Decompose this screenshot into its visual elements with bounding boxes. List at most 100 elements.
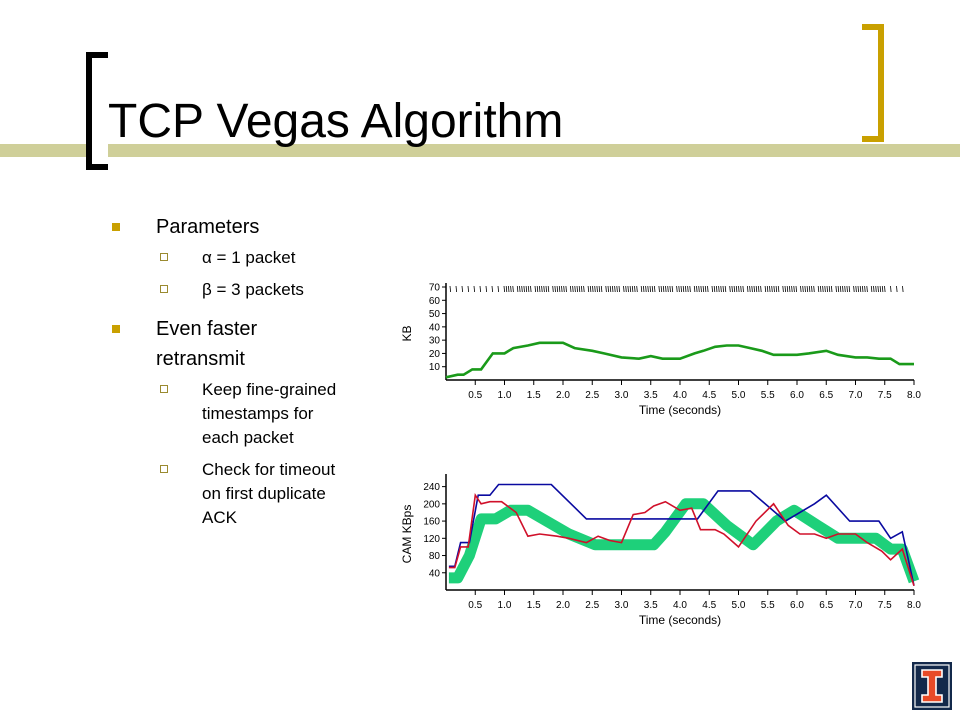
x-tick-label: 1.0 (498, 390, 512, 401)
y-tick-label: 40 (429, 322, 441, 333)
packet-mark (777, 285, 780, 293)
x-axis-label: Time (seconds) (639, 403, 721, 417)
packet-mark (485, 285, 487, 293)
packet-mark (687, 285, 689, 293)
packet-mark (879, 285, 882, 293)
packet-mark (716, 285, 718, 293)
packet-mark (631, 285, 634, 293)
x-tick-label: 4.0 (673, 390, 687, 401)
x-tick-label: 6.0 (790, 390, 804, 401)
packet-mark (873, 285, 875, 293)
x-tick-label: 3.0 (615, 390, 629, 401)
packet-mark (769, 285, 771, 293)
packet-mark (607, 285, 609, 293)
packet-mark (755, 285, 758, 293)
packet-mark (713, 285, 716, 293)
packet-mark (556, 285, 559, 293)
packet-mark (722, 285, 724, 293)
packet-mark (530, 285, 532, 293)
x-tick-label: 5.0 (732, 390, 746, 401)
packet-mark (616, 285, 618, 293)
x-tick-label: 3.5 (644, 390, 658, 401)
packet-mark (589, 285, 592, 293)
sub-bullet-alpha: α = 1 packet (110, 246, 360, 270)
packet-mark (735, 285, 738, 293)
checkbox-bullet-icon (160, 385, 168, 393)
bullet-text: Even faster retransmit (156, 318, 258, 370)
x-tick-label: 5.5 (761, 390, 775, 401)
packet-mark (576, 285, 578, 293)
packet-mark (629, 285, 632, 293)
packet-mark (881, 285, 884, 293)
packet-mark (658, 285, 660, 293)
x-tick-label: 6.5 (819, 600, 833, 611)
right-bracket-decoration (862, 24, 884, 142)
packet-mark (643, 285, 645, 293)
bullet-list: Parameters α = 1 packet β = 3 packets Ev… (110, 212, 360, 538)
packet-mark (875, 285, 877, 293)
packet-mark (503, 285, 505, 293)
packet-mark (667, 285, 669, 293)
packet-mark (902, 285, 904, 293)
x-tick-label: 1.0 (498, 600, 512, 611)
sub-bullet-beta: β = 3 packets (110, 278, 360, 302)
packet-mark (753, 285, 755, 293)
packet-mark (835, 285, 837, 293)
packet-mark (645, 285, 647, 293)
packet-mark (534, 285, 536, 293)
packet-mark (855, 285, 857, 293)
packet-mark (539, 285, 541, 293)
packet-mark (521, 285, 523, 293)
x-tick-label: 7.5 (878, 390, 892, 401)
packet-mark (505, 285, 508, 293)
packet-mark (720, 285, 722, 293)
packet-mark (808, 285, 811, 293)
sub-bullet-timeout: Check for timeout on first duplicate ACK (110, 458, 360, 530)
square-bullet-icon (112, 325, 120, 333)
packet-mark (572, 285, 574, 293)
packet-mark (862, 285, 864, 293)
packet-mark (771, 285, 773, 293)
y-tick-label: 20 (429, 349, 441, 360)
bullet-faster-retransmit: Even faster retransmit (110, 314, 360, 374)
x-tick-label: 6.0 (790, 600, 804, 611)
packet-mark (740, 285, 742, 293)
packet-mark (634, 285, 636, 293)
packet-mark (627, 285, 629, 293)
y-tick-label: 160 (423, 517, 440, 528)
packet-mark (806, 285, 809, 293)
packet-mark (461, 285, 463, 293)
x-tick-label: 3.5 (644, 600, 658, 611)
left-bracket-decoration (86, 52, 108, 170)
packet-mark (718, 285, 720, 293)
packet-mark (747, 285, 749, 293)
packet-mark (696, 285, 698, 293)
packet-mark (647, 285, 649, 293)
packet-mark (671, 285, 674, 293)
y-tick-label: 120 (423, 534, 440, 545)
packet-mark (775, 285, 778, 293)
x-tick-label: 4.5 (702, 600, 716, 611)
packet-mark (497, 285, 499, 293)
packet-mark (693, 285, 696, 293)
x-tick-label: 3.0 (615, 600, 629, 611)
packet-mark (516, 285, 519, 293)
packet-mark (594, 285, 596, 293)
packet-mark (791, 285, 793, 293)
square-bullet-icon (112, 223, 120, 231)
packet-mark (800, 285, 802, 293)
packet-mark (857, 285, 859, 293)
series-line-2 (448, 493, 915, 586)
packet-mark (583, 285, 585, 293)
bullet-parameters: Parameters (110, 212, 360, 242)
packet-mark (820, 285, 822, 293)
packet-mark (561, 285, 563, 293)
packet-mark (766, 285, 769, 293)
packet-mark (618, 285, 620, 293)
packet-mark (662, 285, 665, 293)
packet-mark (689, 285, 691, 293)
x-tick-label: 2.5 (585, 600, 599, 611)
packet-mark (541, 285, 543, 293)
packet-mark (764, 285, 767, 293)
packet-mark (554, 285, 556, 293)
